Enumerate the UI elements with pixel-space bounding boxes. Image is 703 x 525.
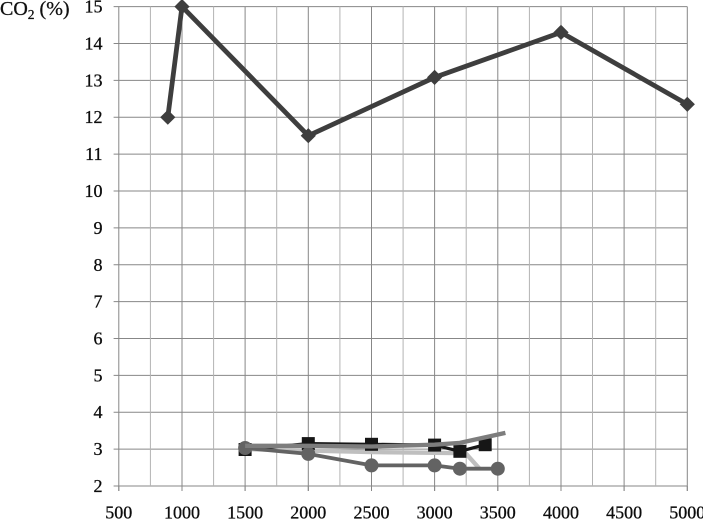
svg-text:500: 500: [105, 503, 132, 521]
svg-text:5: 5: [94, 365, 103, 385]
svg-text:3000: 3000: [417, 503, 453, 521]
svg-text:11: 11: [85, 144, 102, 164]
svg-text:2000: 2000: [290, 503, 326, 521]
svg-text:CO2 (%): CO2 (%): [0, 0, 70, 22]
svg-text:7: 7: [94, 292, 103, 312]
svg-text:3500: 3500: [480, 503, 516, 521]
svg-text:4: 4: [94, 402, 103, 422]
svg-text:13: 13: [85, 70, 103, 90]
svg-text:12: 12: [85, 107, 103, 127]
svg-text:1500: 1500: [227, 503, 263, 521]
svg-text:9: 9: [94, 218, 103, 238]
svg-text:5000: 5000: [669, 503, 703, 521]
svg-text:2500: 2500: [354, 503, 390, 521]
svg-text:15: 15: [85, 0, 103, 17]
svg-text:8: 8: [94, 255, 103, 275]
svg-text:1000: 1000: [164, 503, 200, 521]
svg-text:4000: 4000: [543, 503, 579, 521]
svg-text:4500: 4500: [606, 503, 642, 521]
svg-text:14: 14: [85, 34, 103, 54]
svg-text:2: 2: [94, 476, 103, 496]
svg-text:3: 3: [94, 439, 103, 459]
svg-text:10: 10: [85, 181, 103, 201]
svg-text:6: 6: [94, 329, 103, 349]
